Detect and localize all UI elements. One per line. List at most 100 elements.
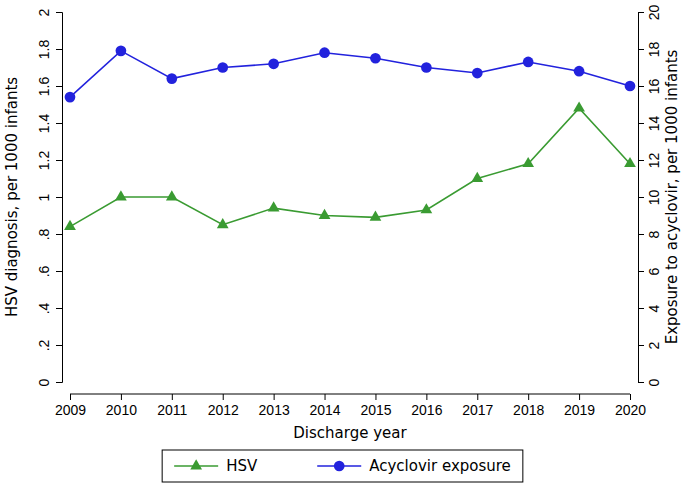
y2-tick-mark	[638, 49, 644, 50]
y-tick-label: 1	[36, 193, 52, 201]
y-tick: 0	[36, 378, 62, 386]
x-tick: 2012	[208, 394, 239, 418]
y2-tick: 6	[638, 267, 662, 275]
y-tick: .2	[36, 339, 62, 351]
x-tick: 2016	[411, 394, 442, 418]
y2-axis-title: Exposure to acyclovir, per 1000 infants	[663, 49, 681, 344]
series-marker	[166, 73, 177, 84]
series-marker	[116, 45, 127, 56]
y2-tick-mark	[638, 197, 644, 198]
y-tick: 1	[36, 193, 62, 201]
series-marker	[64, 220, 76, 230]
y2-tick-mark	[638, 271, 644, 272]
x-tick: 2017	[462, 394, 493, 418]
y2-tick-mark	[638, 345, 644, 346]
series-line	[70, 51, 630, 97]
x-tick-mark	[325, 394, 326, 400]
series-marker	[217, 218, 229, 228]
y2-tick-mark	[638, 86, 644, 87]
legend-marker	[334, 461, 345, 472]
x-tick-mark	[121, 394, 122, 400]
x-tick: 2020	[615, 394, 646, 418]
y2-tick: 14	[638, 116, 662, 132]
x-tick-mark	[528, 394, 529, 400]
series-marker	[420, 203, 432, 213]
y2-tick: 12	[638, 153, 662, 169]
y-tick-mark	[56, 308, 62, 309]
x-tick-label: 2014	[309, 402, 340, 418]
plot-area	[64, 45, 636, 230]
x-tick-mark	[223, 394, 224, 400]
y2-tick-label: 14	[646, 116, 662, 132]
y2-axis-line	[639, 13, 645, 383]
y-tick-label: .4	[36, 302, 52, 314]
x-tick-label: 2016	[411, 402, 442, 418]
y-tick-mark	[56, 49, 62, 50]
x-tick-mark	[426, 394, 427, 400]
y-tick: 1.4	[36, 114, 62, 134]
series-marker	[166, 190, 178, 200]
series-line	[70, 108, 630, 226]
y2-tick-label: 0	[646, 378, 662, 386]
y2-tick-label: 10	[646, 190, 662, 206]
y-tick-label: 1.2	[36, 151, 52, 171]
series-marker	[65, 92, 76, 103]
series-marker	[574, 66, 585, 77]
y2-tick-mark	[638, 308, 644, 309]
y-tick-label: 1.6	[36, 77, 52, 97]
x-tick-label: 2013	[259, 402, 290, 418]
y2-tick-label: 2	[646, 341, 662, 349]
y2-tick-label: 12	[646, 153, 662, 169]
y-tick-mark	[56, 160, 62, 161]
series-marker	[624, 157, 636, 167]
y2-tick-label: 4	[646, 304, 662, 312]
y-tick-label: 2	[36, 8, 52, 16]
x-axis-title: Discharge year	[293, 424, 407, 442]
y2-tick: 20	[638, 5, 662, 21]
y-tick-label: 0	[36, 378, 52, 386]
x-axis-line	[70, 394, 630, 395]
y2-tick: 18	[638, 42, 662, 58]
y2-tick-label: 8	[646, 230, 662, 238]
y2-tick-label: 6	[646, 267, 662, 275]
legend-box	[162, 450, 523, 482]
y2-tick-label: 16	[646, 79, 662, 95]
y-tick: .4	[36, 302, 62, 314]
y2-tick: 10	[638, 190, 662, 206]
y-tick-label: .8	[36, 228, 52, 240]
series-marker	[268, 58, 279, 69]
x-tick: 2014	[309, 394, 340, 418]
x-tick: 2015	[360, 394, 391, 418]
y-tick-mark	[56, 234, 62, 235]
x-tick-label: 2019	[564, 402, 595, 418]
x-tick-mark	[274, 394, 275, 400]
x-tick: 2013	[259, 394, 290, 418]
y-tick-mark	[56, 345, 62, 346]
x-tick: 2011	[157, 394, 187, 418]
y2-tick-mark	[638, 160, 644, 161]
series-marker	[370, 53, 381, 64]
series-marker	[268, 201, 280, 211]
y-tick-mark	[56, 271, 62, 272]
series-marker	[217, 62, 228, 73]
x-tick-label: 2009	[55, 402, 86, 418]
y-tick-label: .2	[36, 339, 52, 351]
y2-tick: 0	[638, 378, 662, 386]
y2-tick: 2	[638, 341, 662, 349]
y-tick-mark	[56, 197, 62, 198]
x-tick-mark	[70, 394, 71, 400]
x-axis: 2009201020112012201320142015201620172018…	[55, 394, 646, 418]
y2-tick-mark	[638, 234, 644, 235]
x-tick-mark	[477, 394, 478, 400]
y-tick: 2	[36, 8, 62, 16]
y-tick-mark	[56, 12, 62, 13]
y2-tick-label: 18	[646, 42, 662, 58]
legend-item: Acyclovir exposure	[317, 457, 511, 475]
x-tick-label: 2020	[615, 402, 646, 418]
series-marker	[319, 209, 331, 219]
y2-axis: 0 2 4 6 8 10 12 14 16 18 20	[638, 5, 662, 387]
legend-label: HSV	[226, 457, 258, 475]
x-tick: 2010	[106, 394, 137, 418]
series-marker	[421, 62, 432, 73]
y-axis-line	[56, 13, 63, 383]
